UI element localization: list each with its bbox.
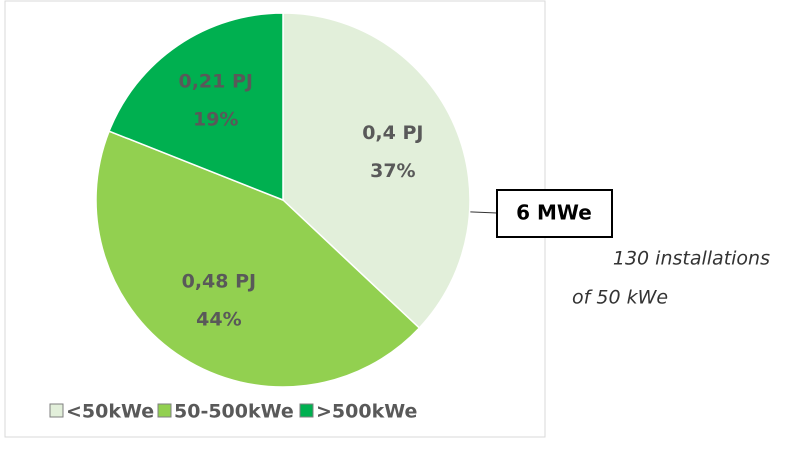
annotation-line: 130 installations: [613, 248, 770, 270]
annotation-line: of 50 kWe: [572, 287, 668, 309]
legend-swatch: [299, 403, 314, 418]
legend-label: <50kWe: [66, 401, 154, 423]
legend-swatch: [49, 403, 64, 418]
data-label: 37%: [370, 160, 415, 182]
pie-slice: [108, 12, 284, 202]
annotation-box: [496, 189, 613, 238]
data-label: 44%: [196, 309, 241, 331]
data-label: 19%: [193, 109, 238, 131]
legend-swatch: [157, 403, 172, 418]
energy-label: 0,48 PJ: [182, 271, 257, 293]
energy-label: 0,21 PJ: [178, 71, 253, 93]
legend-label: >500kWe: [316, 401, 417, 423]
pie-slice: [282, 12, 471, 330]
legend-label: 50-500kWe: [174, 401, 294, 423]
annotation-title: 6 MWe: [516, 201, 592, 225]
pie-slice: [95, 130, 421, 388]
energy-label: 0,4 PJ: [362, 122, 423, 144]
